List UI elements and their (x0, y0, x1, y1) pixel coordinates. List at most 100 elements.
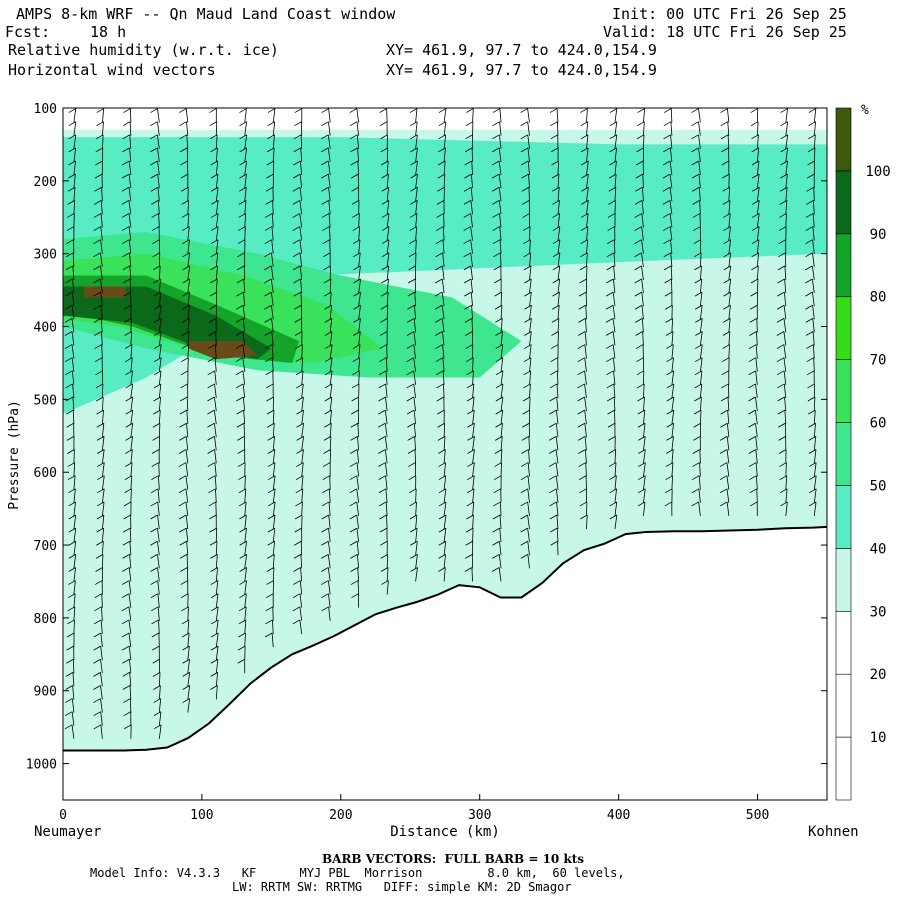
wind-barb-flag (237, 239, 246, 245)
wind-barb (244, 213, 247, 228)
wind-barb-flag (664, 501, 672, 507)
wind-barb-flag (379, 121, 388, 127)
wind-barb-flag (295, 357, 303, 363)
wind-barb-flag (381, 580, 389, 585)
wind-barb-flag (664, 108, 672, 113)
wind-barb (586, 174, 589, 189)
wind-barb-flag (550, 357, 558, 363)
wind-barb-flag (580, 121, 588, 127)
wind-barb-flag (239, 527, 247, 533)
wind-barb-flag (180, 370, 189, 376)
wind-barb-flag (580, 213, 589, 218)
wind-barb (443, 108, 447, 123)
wind-barb-flag (466, 501, 474, 507)
wind-barb-flag (463, 265, 472, 271)
valid-time: Valid: 18 UTC Fri 26 Sep 25 (603, 23, 847, 41)
wind-barb-flag (94, 331, 102, 336)
wind-barb-flag (552, 252, 561, 258)
wind-barb (329, 423, 332, 438)
wind-barb-flag (406, 331, 415, 336)
wind-barb (555, 449, 559, 464)
wind-barb-flag (580, 108, 588, 113)
wind-barb (72, 265, 75, 280)
wind-barb-flag (608, 200, 616, 205)
wind-barb-flag (353, 265, 361, 271)
wind-barb-flag (665, 331, 674, 336)
wind-barb-flag (436, 213, 444, 218)
wind-barb-flag (722, 318, 731, 323)
wind-barb (500, 318, 503, 333)
wind-barb (527, 554, 530, 569)
wind-barb-flag (578, 291, 587, 297)
wind-barb-flag (577, 396, 585, 402)
wind-barb-flag (578, 449, 586, 454)
wind-barb (443, 462, 446, 477)
wind-barb-flag (94, 357, 103, 363)
wind-barb (385, 488, 388, 503)
wind-barb-flag (806, 370, 815, 376)
wind-barb-flag (352, 357, 360, 363)
wind-barb-flag (635, 160, 644, 166)
wind-barb (728, 318, 731, 333)
wind-barb-flag (551, 331, 559, 336)
wind-barb-flag (465, 344, 473, 349)
wind-barb (327, 567, 331, 582)
wind-barb-flag (210, 645, 219, 651)
wind-barb-flag (350, 147, 358, 153)
wind-barb-flag (94, 344, 102, 349)
wind-barb-flag (353, 291, 361, 297)
wind-barb-flag (493, 252, 501, 258)
wind-barb-flag (265, 370, 273, 376)
wind-barb (271, 331, 274, 346)
wind-barb (612, 292, 616, 307)
wind-barb (329, 318, 333, 333)
wind-barb (415, 147, 418, 162)
wind-barb-flag (550, 344, 559, 349)
wind-barb (384, 449, 388, 464)
wind-barb (356, 475, 360, 490)
wind-barb-flag (125, 396, 133, 402)
wind-barb-flag (609, 514, 618, 520)
wind-barb (329, 396, 333, 412)
wind-barb-flag (466, 488, 475, 494)
wind-barb-flag (520, 527, 528, 533)
wind-barb-flag (580, 147, 589, 153)
wind-barb-flag (665, 318, 673, 323)
wind-barb (301, 423, 305, 438)
wind-barb (101, 593, 103, 608)
wind-barb-flag (751, 147, 759, 153)
wind-barb-flag (122, 121, 131, 127)
wind-barb-flag (207, 370, 215, 376)
wind-barb-flag (152, 265, 161, 271)
wind-barb (756, 121, 759, 136)
wind-barb-flag (467, 475, 475, 481)
wind-barb-flag (239, 108, 247, 113)
wind-barb-flag (350, 436, 358, 441)
colorbar-band (835, 422, 852, 486)
colorbar-label: 60 (870, 416, 887, 432)
wind-barb (557, 278, 561, 294)
wind-barb-flag (95, 134, 104, 140)
wind-barb (157, 567, 160, 582)
wind-barb (813, 449, 817, 464)
wind-barb-flag (68, 514, 76, 520)
wind-barb (783, 370, 787, 385)
wind-barb-flag (266, 147, 275, 153)
wind-barb-flag (237, 645, 246, 651)
wind-barb (414, 449, 417, 464)
wind-barb-flag (438, 108, 447, 113)
colorbar-label: 100 (865, 164, 890, 180)
wind-barb-flag (409, 226, 417, 231)
wind-barb (101, 449, 105, 464)
wind-barb-flag (607, 226, 615, 231)
wind-barb (413, 410, 417, 425)
wind-barb-flag (207, 475, 216, 481)
wind-barb-flag (438, 527, 447, 533)
wind-barb-flag (748, 436, 756, 441)
wind-barb (812, 213, 815, 228)
wind-barb (584, 331, 587, 346)
wind-barb (73, 187, 76, 202)
wind-barb-flag (237, 436, 245, 441)
wind-barb-flag (267, 449, 276, 454)
wind-barb-flag (97, 475, 105, 481)
